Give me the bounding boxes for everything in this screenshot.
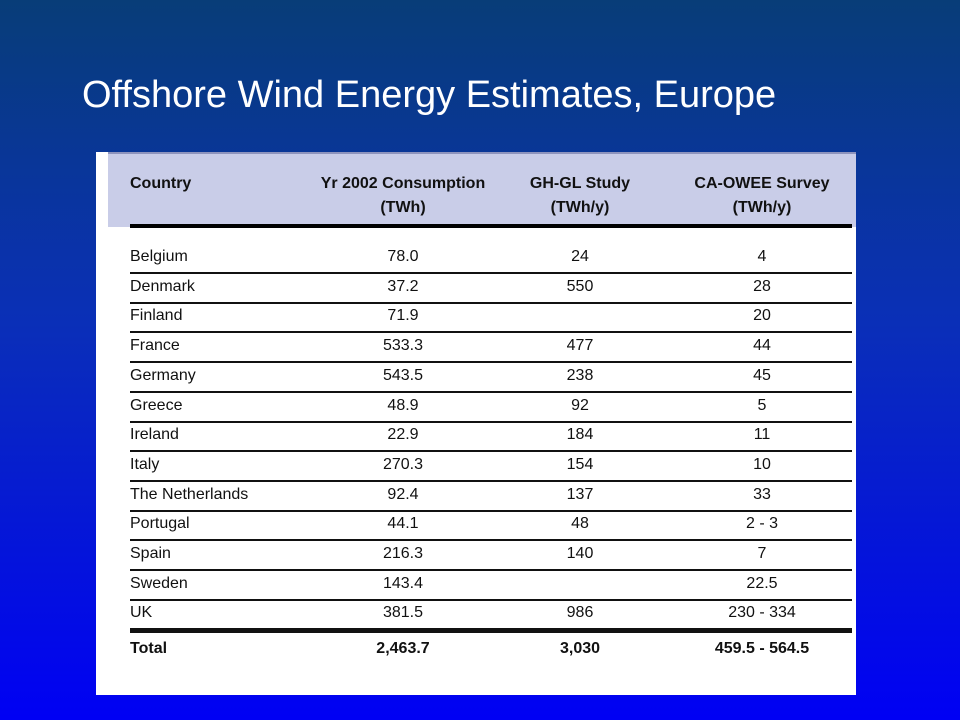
total-rule <box>130 629 852 633</box>
cell-country: France <box>130 337 180 355</box>
header-owee: CA-OWEE Survey (TWh/y) <box>672 172 852 220</box>
header-bottom-rule <box>130 224 852 228</box>
cell-owee: 11 <box>753 426 771 444</box>
cell-country: Portugal <box>130 515 190 533</box>
cell-owee: 45 <box>753 366 771 384</box>
cell-country: Germany <box>130 366 196 384</box>
cell-ghgl: 137 <box>566 485 594 503</box>
table-row: The Netherlands 92.4 137 33 <box>130 482 852 512</box>
total-owee: 459.5 - 564.5 <box>714 640 810 657</box>
cell-owee: 44 <box>753 337 771 355</box>
cell-ghgl: 154 <box>566 455 594 473</box>
table-row: Spain 216.3 140 7 <box>130 541 852 571</box>
estimates-table: Country Yr 2002 Consumption (TWh) GH-GL … <box>96 152 856 695</box>
table-row: Belgium 78.0 24 4 <box>130 244 852 274</box>
cell-ghgl: 986 <box>566 604 594 622</box>
table-row: Ireland 22.9 184 11 <box>130 422 852 453</box>
header-ghgl-line1: GH-GL Study <box>529 175 631 192</box>
header-country: Country <box>130 172 300 196</box>
cell-owee: 2 - 3 <box>745 515 778 533</box>
table-row: UK 381.5 986 230 - 334 <box>130 600 852 631</box>
cell-consumption: 48.9 <box>387 396 419 414</box>
header-consumption-line1: Yr 2002 Consumption <box>320 175 486 192</box>
cell-consumption: 143.4 <box>382 574 424 592</box>
cell-country: UK <box>130 604 153 622</box>
cell-consumption: 543.5 <box>382 366 424 384</box>
cell-owee: 28 <box>753 277 771 295</box>
cell-country: Italy <box>130 455 160 473</box>
cell-ghgl: 140 <box>566 545 594 562</box>
table-row: Sweden 143.4 22.5 <box>130 571 852 601</box>
cell-country: Spain <box>130 545 171 562</box>
cell-country: Denmark <box>130 277 195 295</box>
cell-country: Belgium <box>130 248 188 265</box>
cell-owee: 7 <box>757 545 767 562</box>
cell-consumption: 71.9 <box>387 307 419 325</box>
cell-ghgl: 550 <box>566 277 594 295</box>
header-ghgl: GH-GL Study (TWh/y) <box>510 172 650 220</box>
slide-title: Offshore Wind Energy Estimates, Europe <box>82 74 777 116</box>
cell-ghgl: 24 <box>571 248 589 265</box>
cell-consumption: 78.0 <box>387 248 419 265</box>
total-ghgl: 3,030 <box>559 640 601 657</box>
header-ghgl-line2: (TWh/y) <box>550 199 610 216</box>
cell-consumption: 44.1 <box>387 515 419 533</box>
table-row: Italy 270.3 154 10 <box>130 452 852 482</box>
cell-ghgl: 48 <box>571 515 589 533</box>
table-row: Germany 543.5 238 45 <box>130 363 852 393</box>
table-total-row: Total 2,463.7 3,030 459.5 - 564.5 <box>130 634 852 664</box>
cell-country: Greece <box>130 396 183 414</box>
cell-consumption: 37.2 <box>387 277 419 295</box>
cell-country: Sweden <box>130 574 188 592</box>
cell-owee: 22.5 <box>746 574 778 592</box>
cell-owee: 33 <box>753 485 771 503</box>
header-top-rule <box>108 152 856 154</box>
cell-consumption: 92.4 <box>387 485 419 503</box>
header-owee-line2: (TWh/y) <box>732 199 792 216</box>
cell-consumption: 381.5 <box>382 604 424 622</box>
cell-consumption: 533.3 <box>382 337 424 355</box>
table-row: Greece 48.9 92 5 <box>130 393 852 423</box>
total-label: Total <box>130 640 168 657</box>
cell-owee: 5 <box>757 396 767 414</box>
table-row: Portugal 44.1 48 2 - 3 <box>130 511 852 542</box>
cell-consumption: 22.9 <box>387 426 419 444</box>
cell-ghgl: 238 <box>566 366 594 384</box>
cell-consumption: 216.3 <box>382 545 424 562</box>
cell-owee: 4 <box>757 248 767 265</box>
cell-ghgl: 477 <box>566 337 594 355</box>
header-owee-line1: CA-OWEE Survey <box>694 175 830 192</box>
header-country-line1: Country <box>130 175 192 192</box>
cell-country: The Netherlands <box>130 485 249 503</box>
total-consumption: 2,463.7 <box>376 640 430 657</box>
cell-owee: 230 - 334 <box>728 604 796 622</box>
header-consumption-line2: (TWh) <box>380 199 426 216</box>
table-header-band <box>108 152 856 227</box>
table-row: Denmark 37.2 550 28 <box>130 274 852 304</box>
table-row: Finland 71.9 20 <box>130 303 852 334</box>
cell-ghgl: 92 <box>571 396 589 414</box>
cell-consumption: 270.3 <box>382 455 424 473</box>
cell-country: Finland <box>130 307 183 325</box>
cell-country: Ireland <box>130 426 179 444</box>
cell-owee: 20 <box>753 307 771 325</box>
table-header-row: Country Yr 2002 Consumption (TWh) GH-GL … <box>130 172 852 222</box>
cell-ghgl: 184 <box>566 426 594 444</box>
cell-owee: 10 <box>753 455 771 473</box>
header-consumption: Yr 2002 Consumption (TWh) <box>295 172 511 220</box>
table-row: France 533.3 477 44 <box>130 333 852 364</box>
